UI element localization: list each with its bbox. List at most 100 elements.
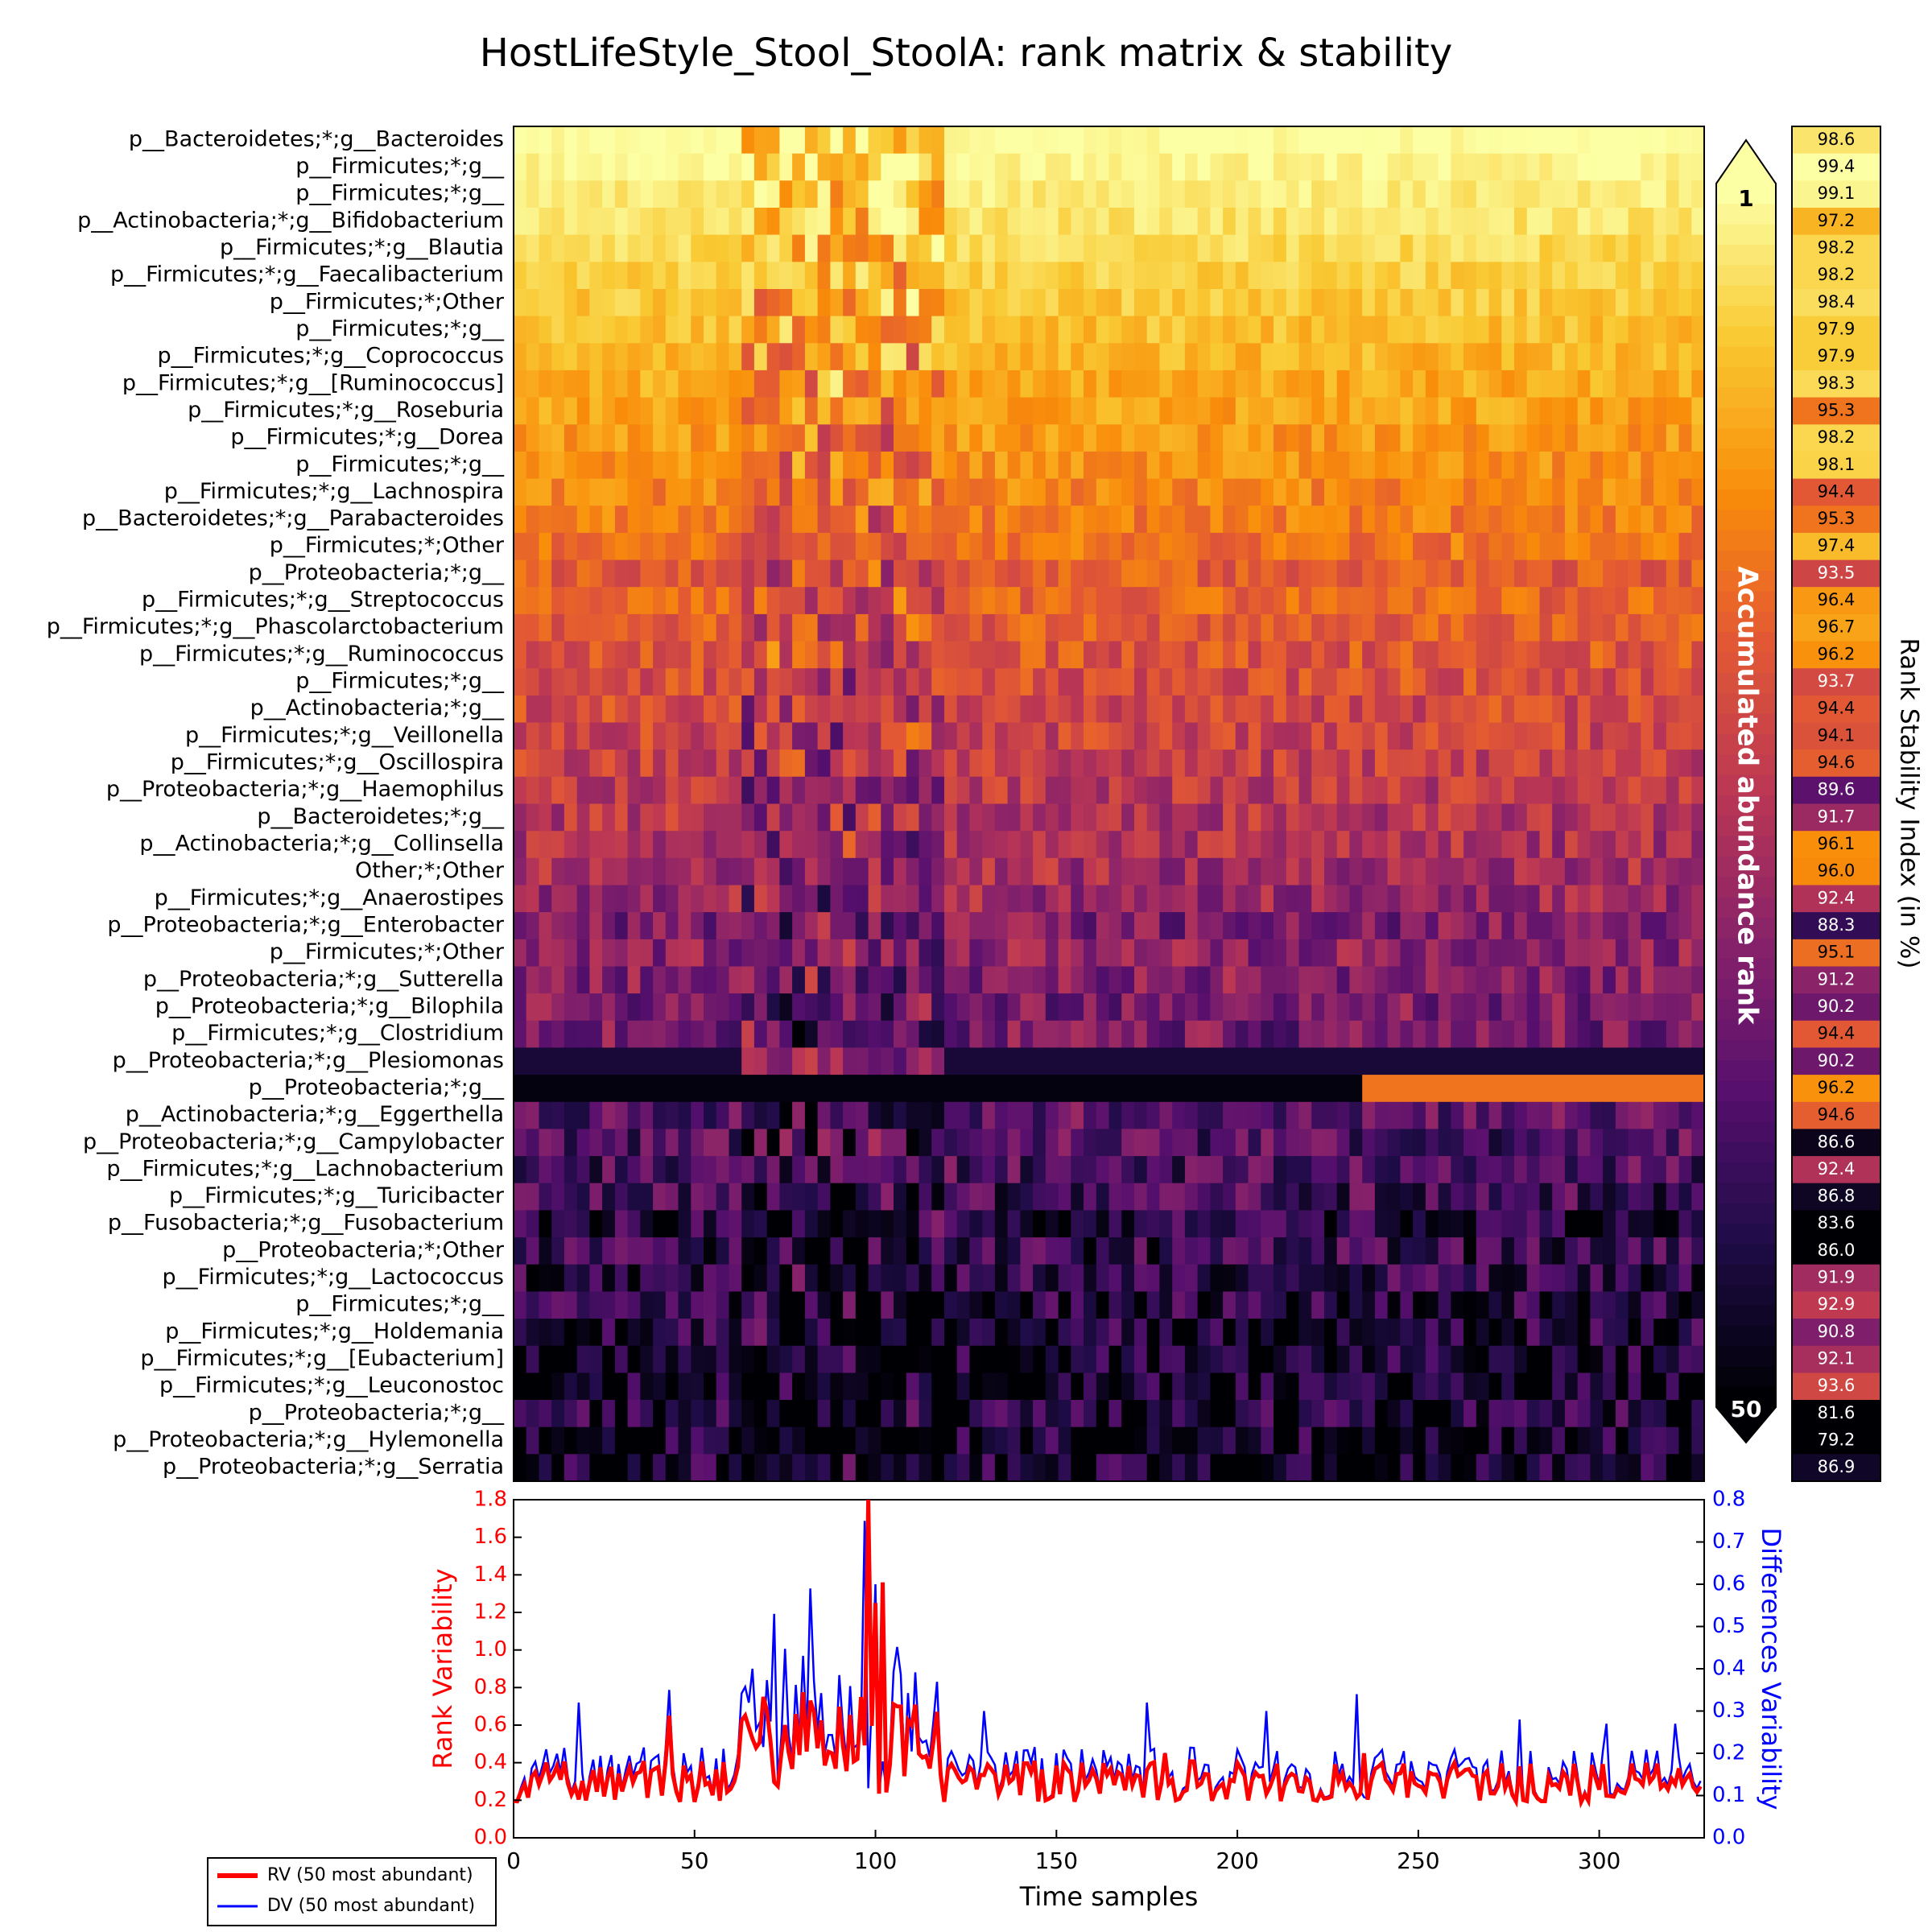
heatmap-cell (804, 1373, 819, 1401)
heatmap-cell (1336, 369, 1350, 398)
heatmap-cell (855, 1400, 869, 1428)
heatmap-cell (1248, 1075, 1261, 1103)
heatmap-cell (678, 153, 691, 181)
heatmap-cell (1058, 695, 1071, 724)
heatmap-cell (1628, 126, 1641, 155)
stability-cell (1792, 343, 1880, 371)
heatmap-cell (1641, 1291, 1654, 1319)
heatmap-cell (894, 587, 907, 615)
heatmap-cell (1045, 857, 1059, 886)
heatmap-cell (1033, 1156, 1046, 1184)
heatmap-cell (1362, 776, 1376, 805)
heatmap-cell (1084, 641, 1097, 669)
heatmap-cell (1223, 424, 1236, 452)
heatmap-cell (817, 668, 831, 696)
heatmap-cell (729, 1291, 742, 1319)
heatmap-cell (881, 776, 894, 805)
heatmap-cell (640, 966, 654, 994)
heatmap-cell (1615, 532, 1629, 561)
heatmap-cell (514, 912, 527, 940)
heatmap-cell (1210, 587, 1224, 615)
heatmap-cell (1248, 208, 1261, 236)
heatmap-cell (1400, 857, 1414, 886)
heatmap-cell (1413, 424, 1426, 452)
heatmap-cell (1274, 126, 1287, 155)
heatmap-cell (1615, 1264, 1629, 1292)
heatmap-cell (1084, 722, 1097, 750)
heatmap-cell (881, 153, 894, 181)
heatmap-cell (1438, 1454, 1451, 1482)
heatmap-cell (792, 1319, 806, 1347)
heatmap-cell (1628, 857, 1641, 886)
heatmap-cell (931, 208, 945, 236)
heatmap-cell (704, 369, 717, 398)
stability-cell (1792, 1373, 1880, 1401)
heatmap-cell (627, 776, 641, 805)
heatmap-cell (1274, 1047, 1287, 1075)
heatmap-cell (1438, 153, 1451, 181)
heatmap-cell (514, 722, 527, 750)
heatmap-cell (994, 478, 1009, 506)
heatmap-cell (1146, 1400, 1160, 1428)
stability-cell (1792, 1426, 1880, 1455)
heatmap-cell (539, 1210, 552, 1238)
heatmap-cell (1210, 1129, 1224, 1157)
heatmap-cell (1146, 1426, 1160, 1455)
heatmap-cell (956, 885, 970, 913)
heatmap-cell (1463, 885, 1477, 913)
y-right-tick-label: 0.8 (1712, 1488, 1745, 1512)
heatmap-cell (919, 1291, 932, 1319)
heatmap-cell (906, 369, 920, 398)
heatmap-cell (1691, 1345, 1705, 1373)
heatmap-cell (1349, 234, 1363, 262)
heatmap-cell (1146, 613, 1160, 642)
heatmap-cell (526, 1426, 539, 1455)
heatmap-cell (704, 532, 717, 561)
heatmap-cell (1336, 1319, 1350, 1347)
heatmap-cell (1603, 912, 1616, 940)
heatmap-cell (564, 587, 578, 615)
heatmap-cell (1184, 1345, 1199, 1373)
heatmap-cell (1615, 912, 1629, 940)
heatmap-cell (1451, 1345, 1464, 1373)
heatmap-cell (716, 1454, 729, 1482)
heatmap-cell (779, 1047, 793, 1075)
heatmap-cell (944, 1101, 958, 1130)
heatmap-cell (906, 262, 920, 290)
heatmap-cell (514, 831, 527, 859)
heatmap-cell (1248, 424, 1261, 452)
heatmap-cell (868, 885, 881, 913)
heatmap-cell (614, 641, 629, 669)
heatmap-cell (729, 316, 742, 344)
heatmap-cell (1033, 369, 1046, 398)
heatmap-cell (1184, 1210, 1199, 1238)
heatmap-cell (640, 397, 654, 425)
heatmap-cell (602, 1319, 616, 1347)
heatmap-cell (1311, 613, 1325, 642)
heatmap-cell (753, 1264, 768, 1292)
heatmap-cell (678, 1156, 691, 1184)
heatmap-cell (1261, 369, 1274, 398)
heatmap-cell (1678, 1345, 1692, 1373)
heatmap-cell (589, 993, 603, 1022)
heatmap-cell (982, 1264, 996, 1292)
heatmap-cell (1514, 587, 1528, 615)
heatmap-cell (1678, 262, 1692, 290)
heatmap-cell (906, 668, 920, 696)
heatmap-cell (741, 776, 755, 805)
heatmap-cell (1374, 587, 1389, 615)
heatmap-cell (1400, 153, 1414, 181)
heatmap-cell (1134, 397, 1148, 425)
heatmap-cell (1615, 153, 1629, 181)
heatmap-cell (843, 506, 857, 534)
heatmap-cell (1146, 1183, 1160, 1211)
heatmap-cell (1298, 857, 1312, 886)
heatmap-cell (753, 1183, 768, 1211)
heatmap-cell (1526, 1345, 1540, 1373)
heatmap-cell (1071, 749, 1084, 778)
heatmap-cell (1590, 966, 1604, 994)
heatmap-cell (1261, 1400, 1274, 1428)
heatmap-cell (779, 776, 793, 805)
heatmap-cell (1362, 1183, 1376, 1211)
heatmap-cell (1007, 857, 1021, 886)
